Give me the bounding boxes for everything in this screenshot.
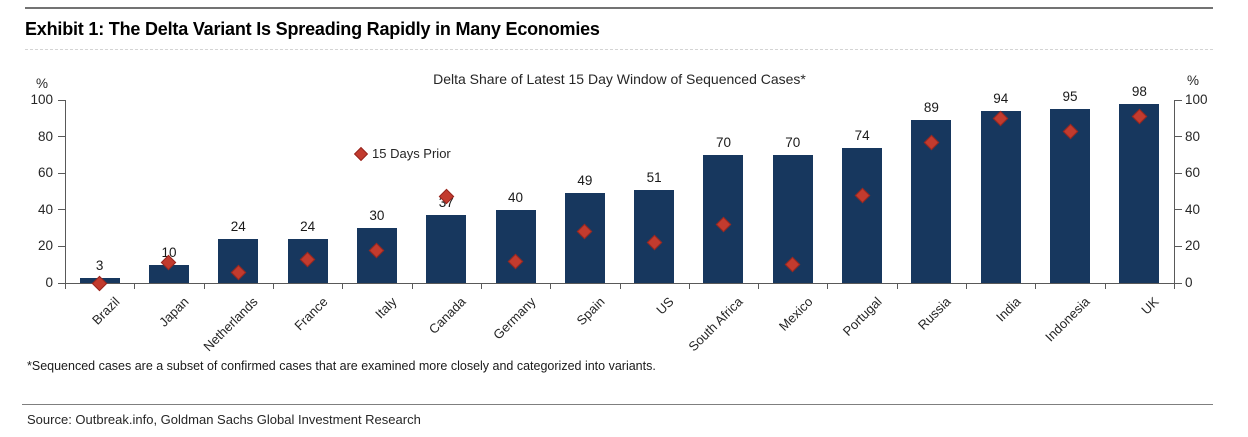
x-tick bbox=[272, 284, 274, 289]
x-tick bbox=[1035, 284, 1037, 289]
plot-area: 15 Days Prior 31024243037404951707074899… bbox=[58, 84, 1182, 291]
chart-footnote: *Sequenced cases are a subset of confirm… bbox=[27, 359, 656, 373]
y-tick-left bbox=[58, 282, 65, 284]
bar-value-us: 51 bbox=[646, 169, 662, 185]
bar-india bbox=[980, 110, 1021, 283]
y-tick-label-left: 40 bbox=[37, 201, 53, 217]
x-tick bbox=[203, 284, 205, 289]
bar-japan bbox=[148, 264, 189, 283]
y-tick-label-right: 20 bbox=[1185, 238, 1201, 254]
bar-value-india: 94 bbox=[993, 90, 1009, 106]
bar-value-italy: 30 bbox=[369, 208, 385, 224]
source-divider-rule bbox=[22, 404, 1213, 405]
legend-label: 15 Days Prior bbox=[372, 146, 451, 161]
exhibit-title: Exhibit 1: The Delta Variant Is Spreadin… bbox=[25, 19, 600, 39]
bar-value-brazil: 3 bbox=[95, 257, 104, 273]
bar-value-south-africa: 70 bbox=[715, 134, 731, 150]
bar-value-russia: 89 bbox=[923, 100, 939, 116]
bar-portugal bbox=[842, 147, 883, 283]
title-underline bbox=[25, 49, 1213, 50]
x-tick bbox=[966, 284, 968, 289]
y-tick-label-left: 80 bbox=[37, 128, 53, 144]
x-tick bbox=[342, 284, 344, 289]
y-axis-unit-left: % bbox=[35, 76, 48, 91]
y-tick-label-right: 80 bbox=[1185, 128, 1201, 144]
legend-15-days-prior: 15 Days Prior bbox=[353, 146, 451, 162]
bar-value-germany: 40 bbox=[508, 189, 524, 205]
y-tick-label-left: 0 bbox=[45, 275, 53, 290]
bar-value-netherlands: 24 bbox=[230, 219, 246, 235]
y-tick-label-left: 60 bbox=[37, 165, 53, 181]
x-tick bbox=[688, 284, 690, 289]
x-tick bbox=[411, 284, 413, 289]
bar-value-mexico: 70 bbox=[785, 134, 801, 150]
y-tick-right bbox=[1175, 172, 1182, 174]
y-tick-right bbox=[1175, 282, 1182, 284]
y-tick-label-right: 40 bbox=[1185, 201, 1201, 217]
bar-germany bbox=[495, 209, 536, 283]
x-tick bbox=[896, 284, 898, 289]
y-tick-label-right: 60 bbox=[1185, 165, 1201, 181]
x-tick bbox=[65, 284, 66, 289]
x-tick bbox=[1104, 284, 1106, 289]
y-tick-left bbox=[58, 209, 65, 211]
bar-value-spain: 49 bbox=[577, 173, 593, 189]
y-tick-left bbox=[58, 172, 65, 174]
y-tick-right bbox=[1175, 209, 1182, 211]
y-tick-label-right: 0 bbox=[1185, 275, 1193, 290]
y-tick-right bbox=[1175, 136, 1182, 138]
diamond-marker-icon bbox=[353, 146, 369, 162]
chart-title: Delta Share of Latest 15 Day Window of S… bbox=[433, 71, 806, 87]
y-tick-right bbox=[1175, 99, 1182, 101]
bar-value-japan: 10 bbox=[161, 244, 177, 260]
x-tick bbox=[827, 284, 829, 289]
y-axis-line-right bbox=[1174, 100, 1175, 284]
bar-value-france: 24 bbox=[300, 219, 316, 235]
bar-canada bbox=[426, 215, 467, 283]
x-tick bbox=[1174, 284, 1175, 289]
bar-value-uk: 98 bbox=[1131, 83, 1147, 99]
y-tick-label-right: 100 bbox=[1185, 92, 1208, 107]
y-tick-left bbox=[58, 99, 65, 101]
x-tick bbox=[758, 284, 760, 289]
bar-value-portugal: 74 bbox=[854, 127, 870, 143]
x-tick bbox=[480, 284, 482, 289]
y-axis-line-left bbox=[65, 100, 66, 284]
x-tick bbox=[550, 284, 552, 289]
y-axis-unit-right: % bbox=[1187, 73, 1200, 88]
top-rule bbox=[25, 7, 1213, 9]
x-tick bbox=[619, 284, 621, 289]
bar-value-indonesia: 95 bbox=[1062, 89, 1078, 105]
x-tick bbox=[134, 284, 136, 289]
x-axis-line bbox=[65, 283, 1175, 284]
y-tick-left bbox=[58, 136, 65, 138]
y-tick-label-left: 20 bbox=[37, 238, 53, 254]
y-tick-label-left: 100 bbox=[30, 92, 53, 107]
y-tick-left bbox=[58, 245, 65, 247]
y-tick-right bbox=[1175, 245, 1182, 247]
source-line: Source: Outbreak.info, Goldman Sachs Glo… bbox=[27, 412, 421, 427]
bar-uk bbox=[1119, 103, 1160, 283]
